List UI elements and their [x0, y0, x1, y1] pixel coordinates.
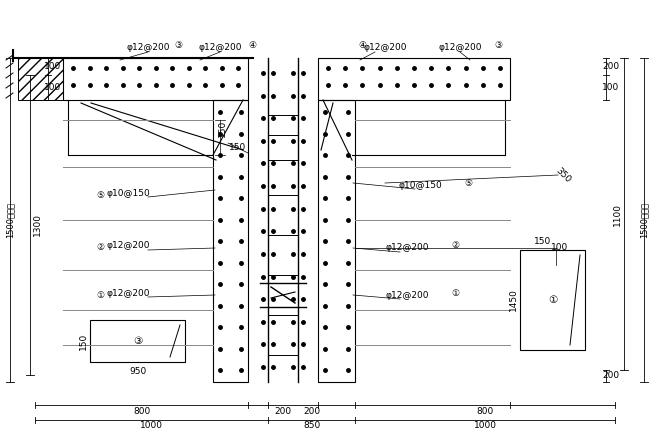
Text: φ12@200: φ12@200	[363, 44, 407, 53]
Text: ③: ③	[494, 40, 502, 49]
Text: ④: ④	[358, 40, 366, 49]
Text: φ12@200: φ12@200	[106, 242, 150, 251]
Bar	[318, 58, 510, 100]
Text: 1500迎土侧: 1500迎土侧	[5, 202, 14, 238]
Text: ③: ③	[174, 40, 182, 49]
Text: 200: 200	[303, 406, 320, 416]
Text: 1000: 1000	[473, 421, 496, 430]
Text: 1000: 1000	[140, 421, 163, 430]
Text: ③: ③	[133, 336, 142, 346]
Text: ⑤: ⑤	[464, 178, 472, 187]
Text: 150: 150	[218, 119, 226, 137]
Text: φ10@150: φ10@150	[398, 181, 442, 190]
Text: φ12@200: φ12@200	[106, 288, 150, 298]
Text: 350: 350	[554, 166, 572, 184]
Text: 150: 150	[534, 238, 551, 247]
Text: φ10@150: φ10@150	[106, 189, 150, 198]
Text: ②: ②	[451, 242, 459, 251]
Bar	[213, 100, 248, 382]
Text: ①: ①	[548, 295, 557, 305]
Text: 100: 100	[44, 83, 61, 92]
Text: 100: 100	[551, 243, 568, 252]
Text: ⑤: ⑤	[96, 190, 104, 199]
Text: 800: 800	[133, 406, 150, 416]
Bar	[520, 250, 585, 350]
Text: φ12@200: φ12@200	[126, 44, 170, 53]
Text: 850: 850	[303, 421, 320, 430]
Text: 1450: 1450	[509, 288, 517, 312]
Text: φ12@200: φ12@200	[198, 44, 242, 53]
Text: φ12@200: φ12@200	[438, 44, 482, 53]
Text: 200: 200	[602, 62, 619, 71]
Bar	[90, 320, 185, 362]
Text: 100: 100	[44, 62, 61, 71]
Bar	[318, 100, 355, 382]
Text: 200: 200	[602, 372, 619, 380]
Text: 800: 800	[476, 406, 494, 416]
Text: ①: ①	[451, 288, 459, 298]
Text: φ12@200: φ12@200	[385, 243, 429, 252]
Text: 1100: 1100	[613, 202, 621, 226]
Bar	[18, 58, 63, 100]
Text: 950: 950	[129, 368, 146, 376]
Bar	[63, 58, 248, 100]
Text: 200: 200	[275, 406, 292, 416]
Text: 1300: 1300	[33, 214, 41, 236]
Text: 1500背土侧: 1500背土侧	[640, 202, 649, 238]
Text: ④: ④	[248, 40, 256, 49]
Text: φ12@200: φ12@200	[385, 291, 429, 299]
Text: 150: 150	[78, 332, 88, 350]
Text: 100: 100	[602, 83, 619, 92]
Text: ②: ②	[96, 243, 104, 252]
Text: ①: ①	[96, 291, 104, 299]
Text: 150: 150	[230, 143, 247, 153]
